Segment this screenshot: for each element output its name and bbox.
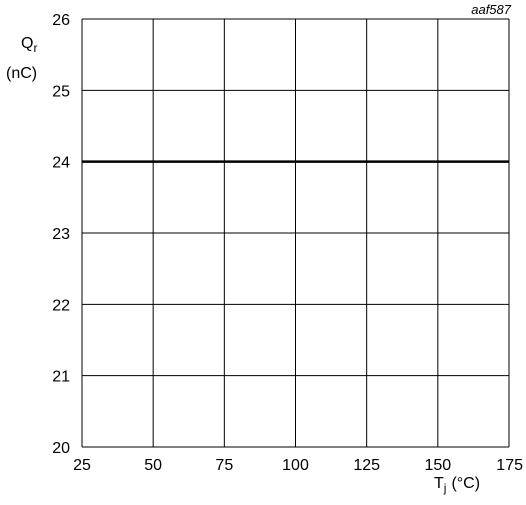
x-tick-label: 175	[496, 457, 523, 474]
x-tick-label: 125	[353, 457, 380, 474]
x-axis-label: Tj (°C)	[434, 475, 480, 495]
y-tick-label: 22	[52, 297, 70, 314]
y-tick-labels: 20 21 22 23 24 25 26	[52, 12, 70, 457]
x-tick-label: 150	[424, 457, 451, 474]
x-tick-label: 100	[282, 457, 309, 474]
x-tick-label: 75	[215, 457, 233, 474]
y-tick-label: 23	[52, 226, 70, 243]
y-tick-label: 20	[52, 440, 70, 457]
y-tick-label: 21	[52, 369, 70, 386]
y-tick-label: 25	[52, 83, 70, 100]
figure-id-label: aaf587	[471, 2, 512, 17]
x-tick-label: 50	[144, 457, 162, 474]
y-axis-label: Qr	[21, 35, 37, 55]
grid	[81, 18, 510, 448]
x-tick-labels: 25 50 75 100 125 150 175	[73, 457, 523, 474]
y-tick-label: 26	[52, 12, 70, 29]
x-tick-label: 25	[73, 457, 91, 474]
y-tick-label: 24	[52, 155, 70, 172]
y-axis-unit: (nC)	[6, 65, 37, 82]
